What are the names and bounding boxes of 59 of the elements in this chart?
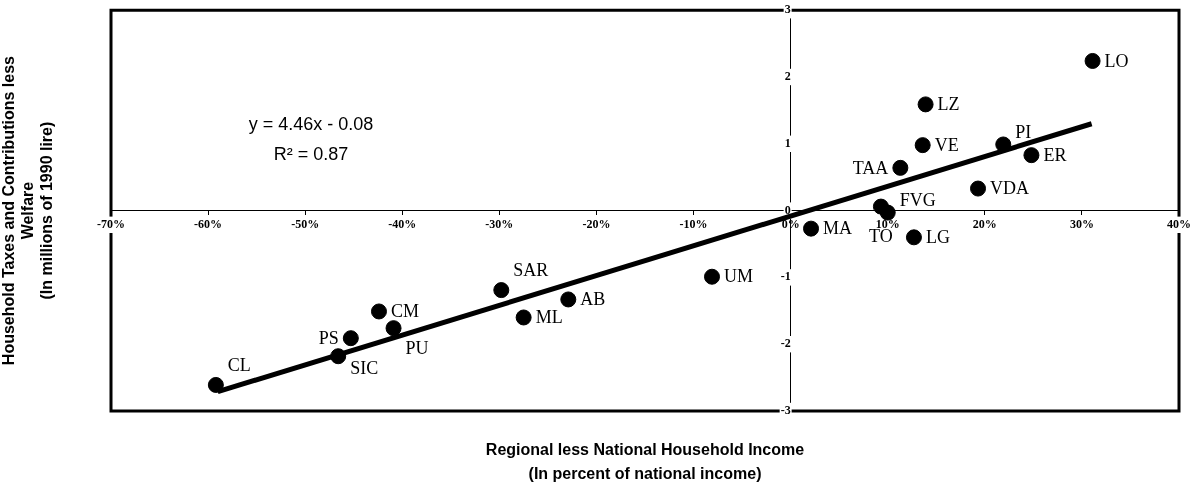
annotation: VDA: [990, 178, 1030, 199]
point: [370, 303, 387, 320]
annotation: FVG: [899, 190, 936, 211]
point: [917, 96, 934, 113]
point: [342, 330, 359, 347]
annotation: PI: [1015, 122, 1032, 143]
y-tick-label: 0: [784, 202, 791, 217]
y-tick-label: 3: [784, 2, 791, 17]
annotation: LZ: [937, 94, 960, 115]
point: [385, 320, 402, 337]
annotation: SAR: [513, 259, 549, 280]
point: [493, 282, 510, 299]
annotation: ML: [535, 307, 563, 328]
annotation: VE: [934, 134, 959, 155]
x-tick-label: -70%: [97, 216, 125, 231]
y-tick-label: 1: [784, 135, 791, 150]
x-tick-label: -40%: [388, 216, 417, 231]
annotation: ER: [1043, 144, 1067, 165]
annotation: PU: [405, 337, 429, 358]
annotation: PS: [318, 327, 339, 348]
point: [914, 137, 931, 154]
y-tick-label: -2: [780, 336, 791, 351]
x-tick-label: -20%: [582, 216, 611, 231]
annotation: SIC: [350, 357, 379, 378]
annotation: CM: [390, 301, 419, 322]
annotation: R² = 0.87: [273, 143, 349, 164]
annotation: AB: [580, 289, 606, 310]
point: [803, 220, 820, 237]
annotation: y = 4.46x - 0.08: [248, 113, 374, 134]
point: [207, 376, 224, 393]
point: [879, 204, 896, 221]
point: [703, 268, 720, 285]
point: [330, 348, 347, 365]
x-tick-label: 20%: [972, 216, 997, 231]
x-tick-label: 30%: [1069, 216, 1094, 231]
y-tick-label: -3: [780, 403, 791, 418]
point: [905, 229, 922, 246]
annotation: LO: [1104, 50, 1129, 71]
annotation: UM: [723, 266, 754, 287]
x-tick-label: -60%: [194, 216, 223, 231]
x-axis-title: Regional less National Household Income (In percent of national income): [485, 441, 805, 483]
x-tick-label: 40%: [1167, 216, 1191, 231]
y-tick-label: 2: [784, 69, 791, 84]
annotation: TAA: [852, 157, 889, 178]
point: [515, 309, 532, 326]
annotation: CL: [227, 354, 251, 375]
point: [892, 159, 909, 176]
annotation: LG: [925, 227, 950, 248]
point: [560, 291, 577, 308]
annotation: MA: [823, 218, 853, 239]
x-tick-label: 10%: [875, 216, 900, 231]
y-axis-title: Household Taxes and Contributions less Welfare (In millions of 1990 lire): [0, 55, 56, 366]
point: [970, 180, 987, 197]
point: [1084, 52, 1101, 69]
point: [1023, 147, 1040, 164]
x-tick-label: -10%: [679, 216, 708, 231]
x-tick-label: -50%: [291, 216, 320, 231]
x-tick-label: -30%: [485, 216, 514, 231]
y-tick-label: -1: [780, 269, 791, 284]
